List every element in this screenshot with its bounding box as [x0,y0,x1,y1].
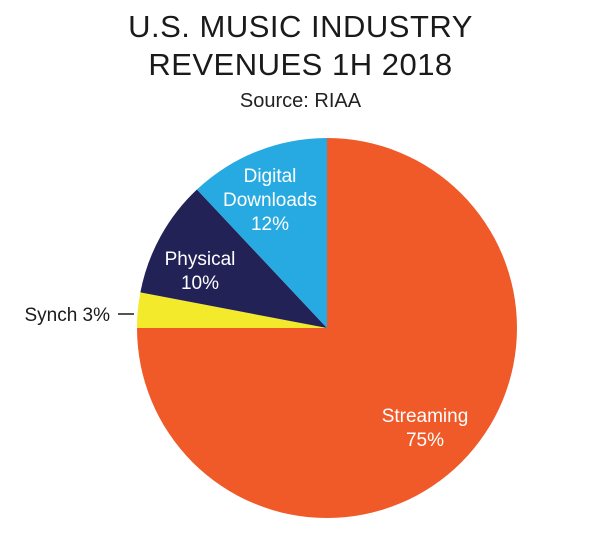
pie-slice-physical [140,189,327,328]
chart-subtitle: Source: RIAA [239,90,362,112]
chart-title-line-2: REVENUES 1H 2018 [148,47,453,82]
slice-label-digital-downloads: Digital Downloads 12% [223,166,317,235]
slice-label-synch-3-: Synch 3% [24,305,110,326]
slice-label-streaming: Streaming 75% [382,406,469,451]
slice-label-physical: Physical 10% [165,249,236,294]
pie-slice-digital-downloads [196,138,327,328]
chart-title-line-1: U.S. MUSIC INDUSTRY [128,9,473,44]
pie-slice-synch-3- [137,292,327,328]
